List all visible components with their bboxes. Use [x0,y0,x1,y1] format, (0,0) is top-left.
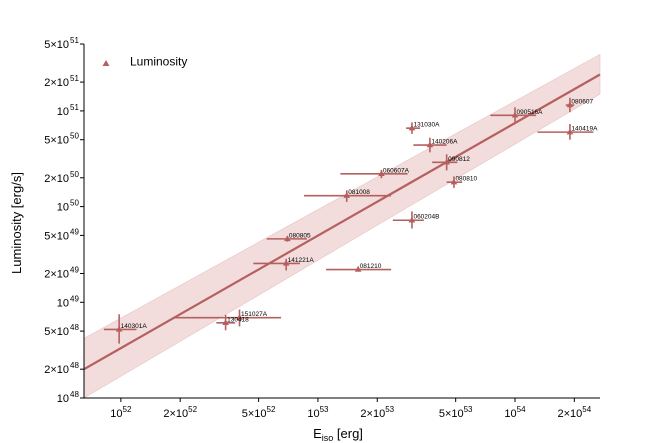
y-tick-exponent: 51 [70,103,79,112]
point-label: 080810 [455,176,477,183]
point-label: 090516A [516,109,543,116]
point-label: 151027A [241,311,268,318]
x-tick-label: 1054 [504,405,526,420]
data-point-081210: 081210 [326,263,392,272]
x-tick-label: 5×1053 [439,405,473,420]
point-label: 130418 [227,316,249,323]
y-tick-label: 2×10 [44,364,69,376]
data-point-080607: 080607 [565,97,594,113]
point-label: 140206A [431,139,458,146]
x-tick-label: 2×1052 [163,405,197,420]
x-axis-title: Eiso [erg] [313,426,363,443]
point-label: 081008 [348,189,370,196]
y-tick-label: 2×10 [44,173,69,185]
x-tick-label: 2×1053 [360,405,394,420]
point-label: 140419A [571,126,598,133]
y-tick-label: 5×10 [44,135,69,147]
triangle-marker-icon [115,325,123,332]
triangle-marker-icon [566,101,574,108]
triangle-marker-icon [378,170,385,177]
y-tick-label: 5×10 [44,39,69,51]
triangle-marker-icon [408,216,416,223]
data-point-140301A: 140301A [103,314,148,344]
legend: Luminosity [102,55,187,69]
data-point-140419A: 140419A [537,123,598,140]
x-axis-title-sub: iso [322,433,334,443]
y-tick-exponent: 48 [70,390,79,399]
y-tick-label: 10 [57,393,69,405]
point-label: 060607A [383,167,410,174]
triangle-marker-icon [343,192,351,198]
point-label: 081210 [360,263,382,270]
triangle-marker-icon [511,111,519,118]
y-tick-label: 5×10 [44,326,69,338]
confidence-band [83,53,601,399]
y-tick-label: 10 [57,106,69,118]
y-tick-label: 10 [57,297,69,309]
y-axis-title: Luminosity [erg/s] [9,172,24,274]
point-label: 080805 [289,232,311,239]
data-point-081008: 081008 [304,189,392,202]
data-point-140206A: 140206A [413,137,458,153]
y-tick-exponent: 48 [70,323,79,332]
point-label: 060204B [413,214,439,221]
x-tick-label: 1053 [307,405,329,420]
triangle-marker-icon [566,128,574,135]
point-label: 141221A [288,257,315,264]
data-point-141221A: 141221A [253,257,314,271]
point-label: 080607 [571,99,593,106]
data-point-090516A: 090516A [490,107,543,122]
triangle-marker-icon [408,124,416,131]
triangle-marker-icon [426,141,434,148]
fit-line [83,73,601,371]
y-tick-label: 10 [57,202,69,214]
data-point-060204B: 060204B [392,211,439,229]
data-point-080805: 080805 [266,232,311,242]
triangle-marker-icon [236,314,243,320]
y-tick-exponent: 49 [70,294,79,303]
y-tick-exponent: 49 [70,265,79,274]
data-point-131030A: 131030A [406,122,440,134]
triangle-marker-icon [282,259,290,266]
triangle-marker-icon [354,265,362,272]
triangle-marker-icon [284,235,291,242]
triangle-marker-icon [450,178,458,185]
point-label: 131030A [413,122,440,129]
x-tick-label: 5×1052 [242,405,276,420]
axes-layer: 1052 2×1052 5×1052 1053 2×1053 5×1053 1054 2×10… [44,36,600,420]
y-tick-label: 2×10 [44,268,69,280]
y-tick-exponent: 50 [70,199,79,208]
triangle-marker-icon [443,158,450,165]
legend-label: Luminosity [130,55,187,69]
y-tick-label: 5×10 [44,230,69,242]
x-axis-title-main: E [313,426,322,441]
y-tick-label: 2×10 [44,77,69,89]
data-point-080810: 080810 [446,176,478,188]
data-point-130418: 130418 [216,314,249,331]
data-point-151027A: 151027A [173,309,282,327]
y-tick-exponent: 51 [70,36,79,45]
y-tick-exponent: 48 [70,361,79,370]
y-tick-exponent: 50 [70,170,79,179]
y-tick-exponent: 49 [70,227,79,236]
confidence-band-layer [83,53,601,399]
x-tick-label: 1052 [110,405,132,420]
data-point-090812: 090812 [432,154,470,171]
data-point-060607A: 060607A [340,167,410,179]
fit-line-layer [83,73,601,371]
y-tick-exponent: 51 [70,74,79,83]
y-tick-exponent: 50 [70,132,79,141]
x-axis-title-unit: [erg] [333,426,363,441]
point-label: 090812 [448,156,470,163]
triangle-marker-icon [222,319,229,326]
legend-marker-icon [102,60,110,66]
x-tick-label: 2×1054 [557,405,591,420]
point-label: 140301A [121,323,148,330]
